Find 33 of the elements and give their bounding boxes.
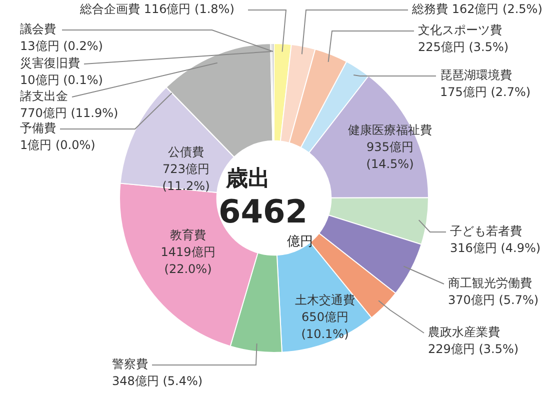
- slice-label: 土木交通費: [295, 293, 355, 308]
- slice-label: 総合企画費 116億円 (1.8%): [79, 2, 234, 16]
- text: 6462: [218, 192, 308, 230]
- data-label: 175億円 (2.7%): [440, 85, 531, 100]
- slice-label: 健康医療福祉費: [348, 123, 432, 138]
- data-label: 1億円 (0.0%): [20, 138, 96, 152]
- slice-label: 商工観光労働費: [448, 276, 532, 290]
- data-label: 10億円 (0.1%): [20, 73, 103, 88]
- slice-label: 公債費: [168, 145, 204, 160]
- slice-label: 子ども若者費: [450, 224, 522, 238]
- slice-label: 諸支出金: [20, 89, 68, 104]
- slice-label: 文化スポーツ費: [418, 23, 502, 38]
- slice-label: 教育費: [170, 228, 206, 242]
- data-label: 1419億円 (22.0%): [160, 245, 216, 276]
- data-label: 316億円 (4.9%): [450, 241, 541, 256]
- slice-label: 総務費 162億円 (2.5%): [411, 2, 542, 16]
- data-label: 723億円 (11.2%): [162, 162, 210, 194]
- text: 歳出: [225, 166, 270, 192]
- data-label: 13億円 (0.2%): [20, 39, 103, 54]
- data-label: 770億円 (11.9%): [20, 106, 118, 120]
- slice-label: 警察費: [112, 357, 148, 372]
- data-label: 229億円 (3.5%): [428, 342, 519, 356]
- text: 億円: [287, 234, 313, 250]
- slice-label: 琵琶湖環境費: [440, 68, 512, 82]
- data-label: 935億円 (14.5%): [366, 140, 414, 172]
- slice-label: 災害復旧費: [20, 56, 80, 70]
- slice-label: 議会費: [20, 22, 56, 36]
- data-label: 348億円 (5.4%): [112, 374, 203, 388]
- data-label: 370億円 (5.7%): [448, 293, 539, 308]
- data-label: 225億円 (3.5%): [418, 40, 509, 54]
- data-label: 650億円 (10.1%): [301, 310, 349, 342]
- slice-label: 農政水産業費: [428, 325, 500, 340]
- slice-label: 予備費: [20, 121, 56, 136]
